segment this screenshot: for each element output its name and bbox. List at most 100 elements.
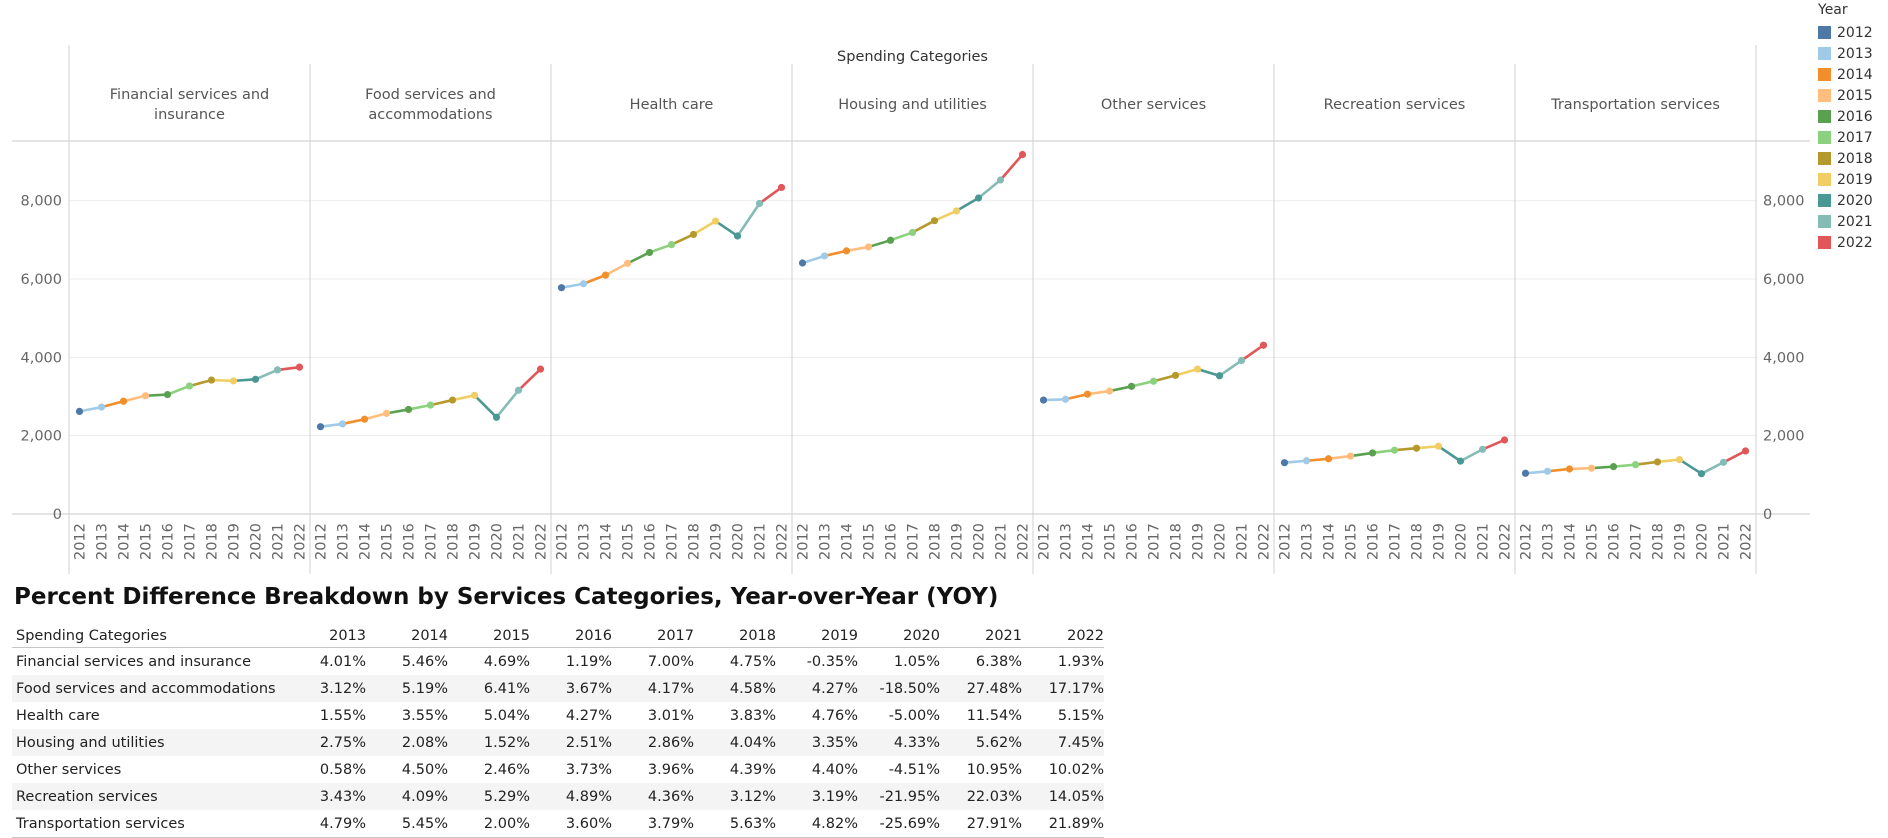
chart-title: Spending Categories bbox=[837, 49, 988, 65]
legend-swatch bbox=[1818, 152, 1831, 165]
series-segment bbox=[1656, 458, 1681, 464]
table-cell: 6.41% bbox=[448, 675, 530, 702]
table-cell: 2.00% bbox=[448, 810, 530, 838]
panel-header: Other services bbox=[1101, 97, 1206, 113]
x-tick-label: 2019 bbox=[709, 523, 725, 560]
series-segment bbox=[714, 219, 739, 238]
table-cell: 5.19% bbox=[366, 675, 448, 702]
series-segment bbox=[1196, 367, 1221, 378]
series-segment bbox=[363, 412, 388, 421]
series-segment bbox=[867, 238, 892, 249]
series-segment bbox=[1634, 460, 1659, 466]
y-tick-label-left: 0 bbox=[53, 507, 62, 523]
table-row: Financial services and insurance 4.01% 5.4… bbox=[12, 648, 1104, 676]
data-point bbox=[798, 259, 807, 267]
table-cell: 4.75% bbox=[729, 653, 776, 670]
series-segment bbox=[1349, 451, 1374, 458]
data-point bbox=[207, 376, 216, 384]
series-segment bbox=[889, 231, 914, 242]
table-cell: 5.63% bbox=[694, 810, 776, 838]
series-segment bbox=[1612, 463, 1637, 468]
data-point bbox=[930, 217, 939, 225]
legend-label: 2020 bbox=[1837, 192, 1873, 209]
table-cell: 1.19% bbox=[565, 653, 612, 670]
table-cell: 4.27% bbox=[565, 707, 612, 724]
table-header-year: 2014 bbox=[366, 625, 448, 648]
series-segment bbox=[407, 403, 432, 411]
x-tick-label: 2020 bbox=[1213, 523, 1229, 560]
data-point bbox=[1324, 455, 1333, 463]
x-tick-label: 2018 bbox=[1169, 523, 1185, 560]
table-cell: 11.54% bbox=[966, 707, 1022, 724]
data-point bbox=[1543, 467, 1552, 475]
x-tick-label: 2014 bbox=[1563, 523, 1579, 560]
series-segment bbox=[1283, 459, 1308, 465]
legend-item: 2012 bbox=[1818, 22, 1873, 43]
data-point bbox=[492, 413, 501, 421]
table-cell: 27.48% bbox=[940, 675, 1022, 702]
y-tick-label-right: 8,000 bbox=[1763, 194, 1805, 210]
series-segment bbox=[78, 405, 103, 413]
table-cell: 4.09% bbox=[366, 783, 448, 810]
x-tick-label: 2014 bbox=[1322, 523, 1338, 560]
series-segment bbox=[1218, 359, 1243, 378]
table-header-year: 2021 bbox=[940, 625, 1022, 648]
legend-label: 2021 bbox=[1837, 213, 1873, 230]
row-category-label: Other services bbox=[16, 761, 122, 778]
legend-swatch bbox=[1818, 194, 1831, 207]
data-point bbox=[579, 280, 588, 288]
series-segment bbox=[1086, 389, 1111, 396]
data-point bbox=[1719, 458, 1728, 466]
table-cell: 4.33% bbox=[858, 729, 940, 756]
legend-label: 2014 bbox=[1837, 66, 1873, 83]
table-cell: 4.27% bbox=[776, 675, 858, 702]
data-point bbox=[1741, 447, 1750, 455]
legend-swatch bbox=[1818, 131, 1831, 144]
x-tick-label: 2016 bbox=[643, 523, 659, 560]
legend-item: 2013 bbox=[1818, 43, 1873, 64]
data-point bbox=[251, 375, 260, 383]
data-point bbox=[1609, 463, 1618, 471]
table-cell: 3.79% bbox=[612, 810, 694, 838]
data-point bbox=[1171, 371, 1180, 379]
table-cell: 22.03% bbox=[940, 783, 1022, 810]
x-tick-label: 2022 bbox=[293, 523, 309, 560]
x-tick-label: 2016 bbox=[1607, 523, 1623, 560]
table-header-year: 2016 bbox=[530, 625, 612, 648]
row-category-label: Recreation services bbox=[12, 783, 284, 810]
table-cell: -5.00% bbox=[888, 707, 940, 724]
x-tick-label: 2020 bbox=[490, 523, 506, 560]
series-segment bbox=[1371, 448, 1396, 455]
row-category-label: Transportation services bbox=[12, 810, 284, 838]
x-tick-label: 2017 bbox=[424, 523, 440, 560]
table-cell: 5.04% bbox=[483, 707, 530, 724]
series-segment bbox=[385, 408, 410, 415]
x-tick-label: 2012 bbox=[1519, 523, 1535, 560]
data-point bbox=[119, 397, 128, 405]
data-point bbox=[360, 415, 369, 423]
x-tick-label: 2020 bbox=[972, 523, 988, 560]
table-cell: 2.75% bbox=[284, 729, 366, 756]
data-point bbox=[1456, 457, 1465, 465]
series-segment bbox=[473, 394, 498, 419]
data-point bbox=[97, 403, 106, 411]
data-point bbox=[1434, 442, 1443, 450]
table-cell: -0.35% bbox=[806, 653, 858, 670]
x-tick-label: 2022 bbox=[1016, 523, 1032, 560]
legend-item: 2022 bbox=[1818, 232, 1873, 253]
data-point bbox=[733, 232, 742, 240]
data-point bbox=[820, 252, 829, 260]
y-tick-label-left: 4,000 bbox=[20, 350, 62, 366]
x-tick-label: 2022 bbox=[534, 523, 550, 560]
x-tick-label: 2021 bbox=[1235, 523, 1251, 560]
table-cell: 10.02% bbox=[1048, 761, 1104, 778]
series-segment bbox=[1240, 343, 1265, 362]
data-point bbox=[75, 407, 84, 416]
x-tick-label: 2019 bbox=[1673, 523, 1689, 560]
series-segment bbox=[1568, 466, 1593, 471]
series-segment bbox=[648, 243, 673, 254]
data-point bbox=[777, 183, 786, 192]
x-tick-label: 2015 bbox=[380, 523, 396, 560]
table-row: Health care 1.55% 3.55% 5.04% 4.27% 3.01% 3.83… bbox=[12, 702, 1104, 729]
x-tick-label: 2019 bbox=[468, 523, 484, 560]
